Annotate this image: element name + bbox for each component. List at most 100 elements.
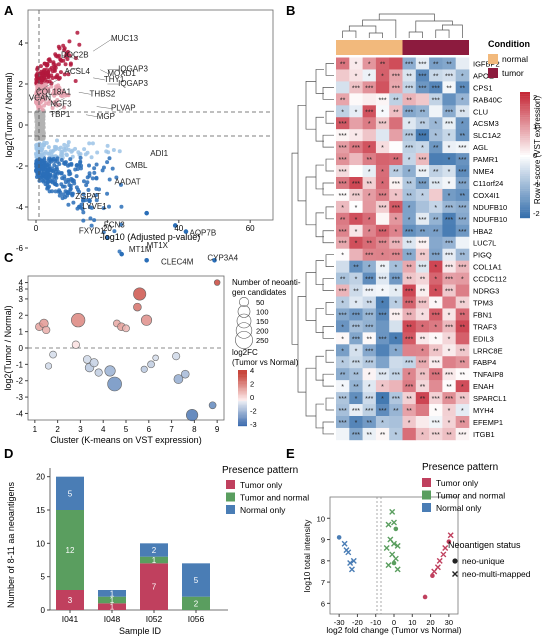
colorbar-segment: [520, 123, 530, 126]
bar-segment-label: 1: [110, 596, 115, 605]
volcano-point-up: [60, 94, 65, 99]
volcano-gene-label: ACSL4: [65, 67, 91, 76]
heatmap-cell-star: ***: [432, 85, 440, 92]
heatmap-cell: [362, 224, 377, 238]
heatmap-cell: [455, 368, 470, 381]
heatmap-cell: [375, 69, 390, 82]
volcano-point-down: [43, 175, 48, 180]
colorbar-segment: [520, 148, 530, 151]
colorbar-segment: [520, 182, 530, 185]
volcano-point-down: [77, 204, 82, 209]
colorbar-segment: [520, 140, 530, 143]
size-legend-title-2: gen candidates: [232, 288, 286, 297]
heatmap-cell: [362, 200, 377, 214]
e-ytick-label: 8: [321, 557, 325, 566]
fold-change-point: [336, 535, 342, 540]
volcano-point-up: [45, 89, 50, 94]
volcano-gene-label: IQGAP3: [118, 65, 148, 74]
heatmap-cell-star: *: [355, 109, 358, 116]
heatmap-cell: [429, 248, 443, 261]
heatmap-cell: [455, 416, 470, 429]
color-legend-segment: [238, 419, 247, 421]
heatmap-cell: [455, 57, 470, 70]
colorbar-segment: [520, 146, 530, 149]
heatmap-cell-star: ***: [392, 277, 400, 284]
volcano-point-down: [84, 183, 89, 188]
heatmap-gene-label: ACSM3: [473, 119, 499, 128]
volcano-point-down: [53, 189, 58, 194]
heatmap-cell: [389, 141, 403, 154]
heatmap-cell-star: *: [368, 145, 371, 152]
volcano-gene-label: AADAT: [115, 177, 141, 186]
volcano-point-down: [63, 160, 68, 165]
heatmap-cell-star: *: [421, 432, 424, 439]
volcano-xtick-label: 0: [34, 224, 39, 233]
heatmap-cell: [429, 69, 443, 82]
column-dendrogram-branch: [342, 30, 357, 38]
color-legend-segment: [238, 399, 247, 401]
heatmap-cell-star: *: [355, 277, 358, 284]
volcano-point-down: [81, 192, 86, 197]
volcano-label-leader: [96, 106, 113, 109]
heatmap-cell: [402, 212, 417, 226]
heatmap-cell-star: **: [406, 408, 412, 415]
heatmap-cell-star: **: [406, 73, 412, 80]
heatmap-cell: [442, 69, 456, 82]
color-legend-segment: [238, 423, 247, 425]
heatmap-cell: [455, 224, 470, 238]
fold-change-cross: [347, 559, 354, 566]
volcano-point-up: [42, 75, 47, 80]
heatmap-cell: [362, 416, 377, 429]
heatmap-cell-star: ***: [405, 384, 413, 391]
heatmap-cell: [336, 392, 350, 405]
heatmap-gene-label: AGL: [473, 143, 488, 152]
fold-change-cross: [394, 566, 401, 573]
color-legend-segment: [238, 413, 247, 415]
heatmap-cell: [389, 332, 403, 345]
colorbar-segment: [520, 157, 530, 160]
heatmap-cell-star: ***: [445, 241, 453, 248]
bar-segment-label: 3: [68, 596, 73, 605]
heatmap-cell-star: *: [461, 97, 464, 104]
heatmap-cell-star: ***: [339, 408, 347, 415]
heatmap-cell-star: *: [394, 289, 397, 296]
heatmap-cell: [375, 212, 390, 226]
heatmap-cell-star: **: [460, 312, 466, 319]
heatmap-cell-star: ***: [458, 181, 466, 188]
bar-ytick-label: 5: [41, 573, 46, 582]
heatmap-cell-star: **: [460, 133, 466, 140]
heatmap-cell: [415, 260, 430, 273]
volcano-point-down: [66, 163, 71, 168]
heatmap-cell: [336, 380, 350, 393]
heatmap-cell: [336, 236, 350, 249]
heatmap-cell: [455, 188, 470, 202]
heatmap-cell-star: **: [433, 73, 439, 80]
heatmap-cell-star: **: [420, 121, 426, 128]
heatmap-cell: [415, 284, 430, 297]
heatmap-cell-star: **: [433, 169, 439, 176]
panel-c-letter: C: [4, 250, 14, 265]
colorbar-segment: [520, 169, 530, 172]
heatmap-cell: [415, 236, 430, 249]
color-legend-segment: [238, 402, 247, 404]
heatmap-cell: [442, 404, 456, 417]
volcano-point-up: [37, 78, 42, 83]
heatmap-cell: [349, 332, 363, 345]
volcano-point-down: [66, 140, 71, 145]
heatmap-gene-label: SPARCL1: [473, 394, 507, 403]
heatmap-cell: [429, 356, 443, 369]
volcano-point-down: [87, 141, 92, 146]
heatmap-cell-star: ***: [339, 145, 347, 152]
volcano-point-up: [44, 63, 49, 68]
heatmap-cell-star: ***: [352, 85, 360, 92]
heatmap-cell: [402, 105, 417, 118]
volcano-point-down: [38, 161, 43, 166]
volcano-point-down: [183, 229, 189, 234]
panel-a-letter: A: [4, 3, 14, 18]
bar-segment-label: 1: [110, 603, 115, 612]
cluster-bubble: [42, 325, 51, 335]
heatmap-cell: [375, 296, 390, 309]
heatmap-cell-star: **: [420, 109, 426, 116]
heatmap-cell: [389, 129, 403, 142]
heatmap-cell-star: *: [368, 265, 371, 272]
